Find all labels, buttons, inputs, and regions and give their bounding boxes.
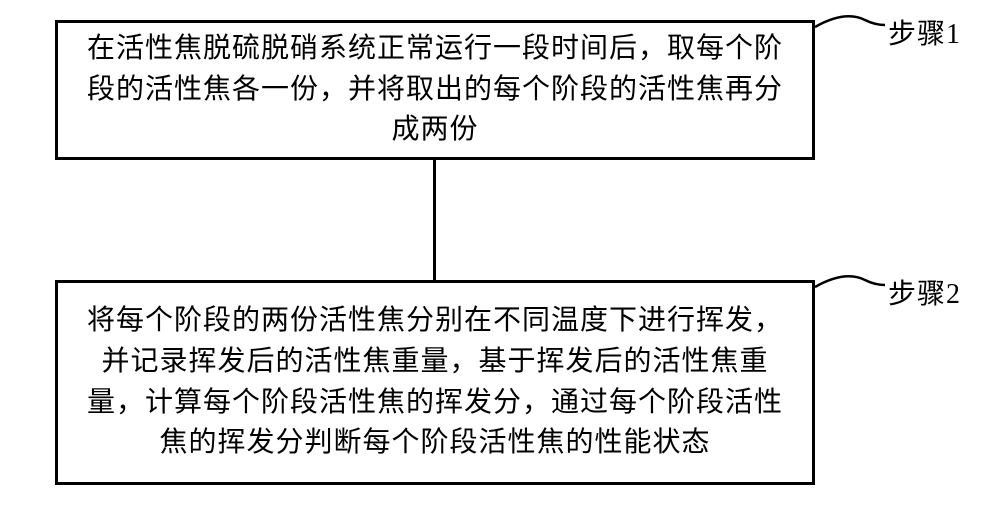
step-box-2: 将每个阶段的两份活性焦分别在不同温度下进行挥发，并记录挥发后的活性焦重量，基于挥… [55, 280, 815, 485]
label-connector-1 [815, 15, 890, 45]
flowchart-container: 在活性焦脱硫脱硝系统正常运行一段时间后，取每个阶段的活性焦各一份，并将取出的每个… [0, 0, 1000, 506]
step-label-2: 步骤2 [888, 272, 961, 312]
step-label-1: 步骤1 [888, 12, 961, 52]
label-connector-2 [815, 275, 890, 305]
step-box-1: 在活性焦脱硫脱硝系统正常运行一段时间后，取每个阶段的活性焦各一份，并将取出的每个… [55, 20, 815, 160]
connector-line-1-2 [433, 160, 436, 280]
step-1-text: 在活性焦脱硫脱硝系统正常运行一段时间后，取每个阶段的活性焦各一份，并将取出的每个… [78, 29, 792, 151]
step-2-text: 将每个阶段的两份活性焦分别在不同温度下进行挥发，并记录挥发后的活性焦重量，基于挥… [78, 301, 792, 463]
